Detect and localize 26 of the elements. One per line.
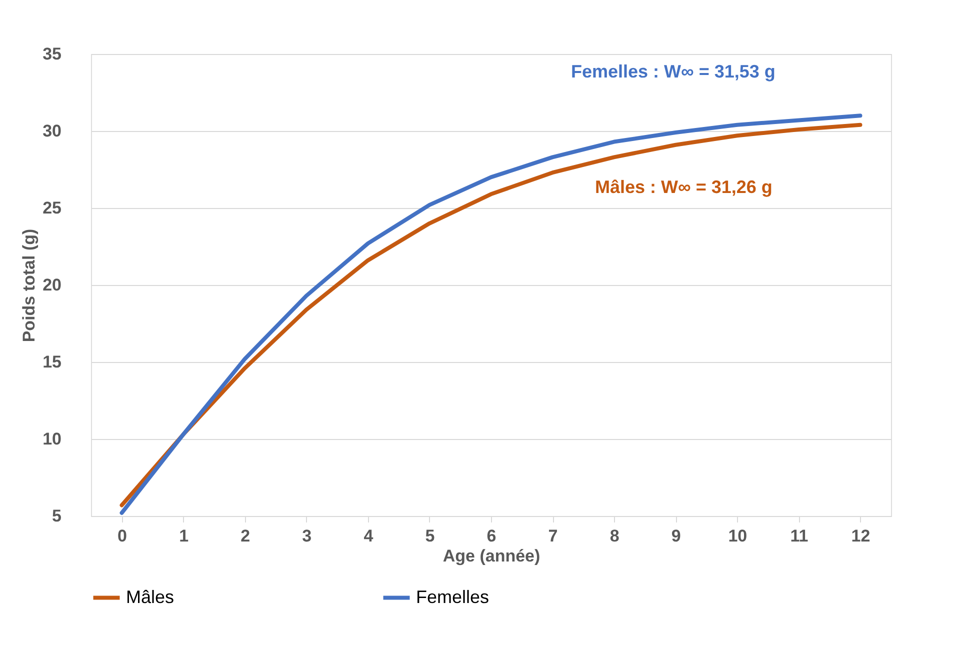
x-tick-label: 3: [302, 526, 312, 546]
x-tick-label: 5: [425, 526, 435, 546]
x-tick-label: 1: [179, 526, 189, 546]
y-tick-label: 15: [42, 352, 62, 372]
x-tick-label: 9: [671, 526, 681, 546]
x-tick-label: 2: [240, 526, 250, 546]
x-tick-label: 8: [610, 526, 620, 546]
x-tick-label: 4: [364, 526, 374, 546]
legend-label: Mâles: [126, 586, 174, 607]
y-tick-label: 5: [52, 506, 62, 526]
x-axis-title: Age (année): [442, 546, 540, 566]
y-tick-label: 20: [42, 276, 62, 294]
x-tick-label: 11: [790, 526, 808, 546]
x-tick-label: 6: [486, 526, 496, 546]
y-tick-label: 30: [42, 122, 62, 140]
x-tick-label: 7: [548, 526, 558, 546]
y-tick-label: 35: [42, 44, 62, 64]
y-tick-label: 25: [42, 198, 62, 218]
y-tick-label: 10: [42, 430, 62, 448]
y-axis-title: Poids total (g): [20, 228, 39, 342]
x-tick-label: 10: [728, 526, 748, 546]
annotation: Femelles : W∞ = 31,53 g: [571, 61, 776, 82]
annotation: Mâles : W∞ = 31,26 g: [595, 176, 772, 197]
x-tick-label: 12: [851, 526, 870, 546]
x-tick-label: 0: [118, 526, 128, 546]
legend-label: Femelles: [416, 586, 490, 607]
